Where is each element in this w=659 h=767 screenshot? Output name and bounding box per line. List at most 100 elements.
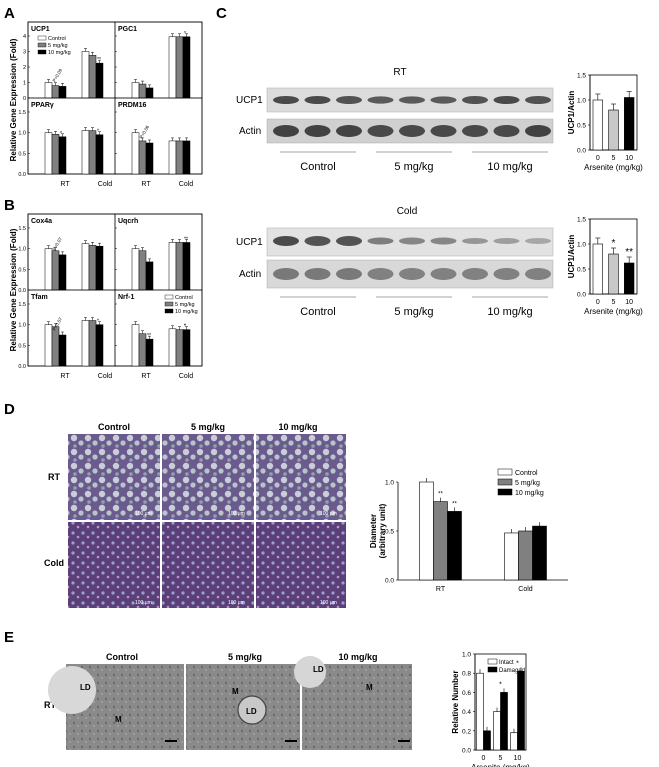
blot-band bbox=[399, 96, 425, 104]
legend-label: 5 mg/kg bbox=[515, 480, 540, 487]
histology-grid: Control 5 mg/kg 10 mg/kg RT Cold 100 μm … bbox=[44, 422, 346, 608]
bar bbox=[44, 248, 53, 291]
x-tick-label: 5 bbox=[612, 155, 616, 162]
cat-label: Cold bbox=[98, 373, 113, 380]
y-tick-label: 1 bbox=[23, 81, 26, 87]
blot-band bbox=[273, 236, 299, 246]
legend-swatch bbox=[487, 666, 498, 673]
em-annot: LD bbox=[313, 665, 324, 674]
cat-label: Cold bbox=[179, 181, 194, 188]
legend-label: Control bbox=[48, 36, 66, 42]
panel-label-c: C bbox=[216, 5, 227, 22]
annotation: ** bbox=[452, 501, 457, 507]
annotation: * bbox=[184, 324, 186, 330]
y-tick-label: 0.2 bbox=[462, 728, 471, 735]
cat-label: RT bbox=[60, 181, 70, 188]
y-tick-label: 0.0 bbox=[462, 748, 471, 755]
bar bbox=[81, 51, 90, 99]
bar bbox=[518, 530, 533, 581]
scale-bar-label: 100 μm bbox=[320, 600, 337, 606]
x-tick-label: 0 bbox=[596, 299, 600, 306]
bar bbox=[145, 261, 154, 291]
group-label: Control bbox=[300, 306, 335, 318]
legend-label: 5 mg/kg bbox=[175, 302, 195, 308]
blot-band bbox=[430, 268, 457, 280]
scale-bar bbox=[398, 740, 410, 742]
y-tick-label: 1.0 bbox=[462, 652, 471, 659]
annotation: ** bbox=[184, 236, 188, 242]
blot-cold: Cold UCP1 Actin Control 5 mg/kg 10 mg/kg bbox=[236, 206, 554, 318]
blot-band bbox=[399, 125, 425, 137]
panel-label-d: D bbox=[4, 401, 15, 418]
bar bbox=[131, 248, 140, 291]
blot-band bbox=[273, 268, 299, 280]
bar bbox=[58, 86, 67, 99]
annotation: * bbox=[184, 31, 186, 37]
y-tick-label: 0.0 bbox=[577, 292, 586, 299]
bar bbox=[493, 711, 501, 751]
y-tick-label: 1.0 bbox=[577, 98, 586, 105]
legend-label: Damaged bbox=[499, 668, 525, 674]
scale-bar-label: 100 μm bbox=[228, 511, 245, 517]
subplot-title: PGC1 bbox=[118, 26, 137, 33]
y-tick-label: 1.0 bbox=[385, 480, 394, 487]
y-axis-label: UCP1/Actin bbox=[567, 235, 576, 279]
subplot-title: Cox4a bbox=[31, 218, 52, 225]
bar bbox=[182, 140, 191, 175]
annotation: P=0.07 bbox=[52, 236, 64, 251]
bar bbox=[81, 130, 90, 175]
annotation: * bbox=[516, 660, 519, 667]
x-tick-label: Cold bbox=[518, 586, 533, 593]
bar bbox=[624, 262, 635, 295]
bar bbox=[81, 320, 90, 367]
y-tick-label: 0.8 bbox=[462, 671, 471, 678]
bar bbox=[182, 36, 191, 99]
blot-band bbox=[304, 125, 331, 137]
bar bbox=[447, 511, 462, 581]
lipid-droplet bbox=[237, 695, 267, 725]
bar bbox=[532, 525, 547, 581]
em-grid: Control 5 mg/kg 10 mg/kg RT LD M M LD LD… bbox=[44, 652, 412, 750]
y-tick-label: 0.0 bbox=[18, 288, 26, 294]
y-tick-label: 0.5 bbox=[577, 267, 586, 274]
blot-band bbox=[367, 125, 394, 137]
y-tick-label: 2 bbox=[23, 65, 26, 71]
bar bbox=[88, 320, 97, 367]
blot-band bbox=[430, 237, 457, 245]
y-tick-label: 1.0 bbox=[18, 131, 26, 137]
scale-bar-label: 100 μm bbox=[228, 600, 245, 606]
ylabel-a: Relative Gene Expression (Fold) bbox=[9, 38, 18, 161]
blot-band bbox=[525, 125, 551, 137]
side-chart-c2: 0.0 0.5 1.0 1.5 UCP1/Actin Arsenite (mg/kg)0 5… bbox=[567, 217, 643, 317]
lipid-droplet bbox=[48, 666, 96, 714]
histo-image bbox=[256, 522, 346, 608]
annotation: * bbox=[97, 319, 99, 325]
panel-label-a: A bbox=[4, 5, 15, 22]
x-tick-label: 10 bbox=[625, 299, 633, 306]
y-tick-label: 4 bbox=[23, 34, 26, 40]
bar bbox=[168, 140, 177, 175]
histo-col-label: 10 mg/kg bbox=[278, 422, 317, 432]
cat-label: RT bbox=[60, 373, 70, 380]
annotation: * bbox=[612, 238, 616, 249]
histo-image bbox=[68, 522, 160, 608]
histo-image bbox=[162, 434, 254, 520]
legend-swatch bbox=[164, 301, 174, 307]
x-axis-label: Arsenite (mg/kg) bbox=[471, 763, 530, 767]
side-chart-d1: 0.0 0.5 1.0 Diameter (arbitrary unit) RT Cold *… bbox=[369, 468, 568, 593]
em-annot: LD bbox=[246, 707, 257, 716]
legend-label: 5 mg/kg bbox=[48, 43, 68, 49]
bar bbox=[510, 732, 518, 751]
bar bbox=[58, 334, 67, 367]
legend-swatch bbox=[37, 42, 47, 48]
bar bbox=[175, 242, 184, 291]
y-tick-label: 1.5 bbox=[18, 302, 26, 308]
blot-band bbox=[462, 125, 488, 137]
bar bbox=[517, 670, 525, 751]
x-tick-label: RT bbox=[436, 586, 446, 593]
y-axis-label: UCP1/Actin bbox=[567, 91, 576, 135]
bar bbox=[88, 55, 97, 99]
histo-image bbox=[256, 434, 346, 520]
